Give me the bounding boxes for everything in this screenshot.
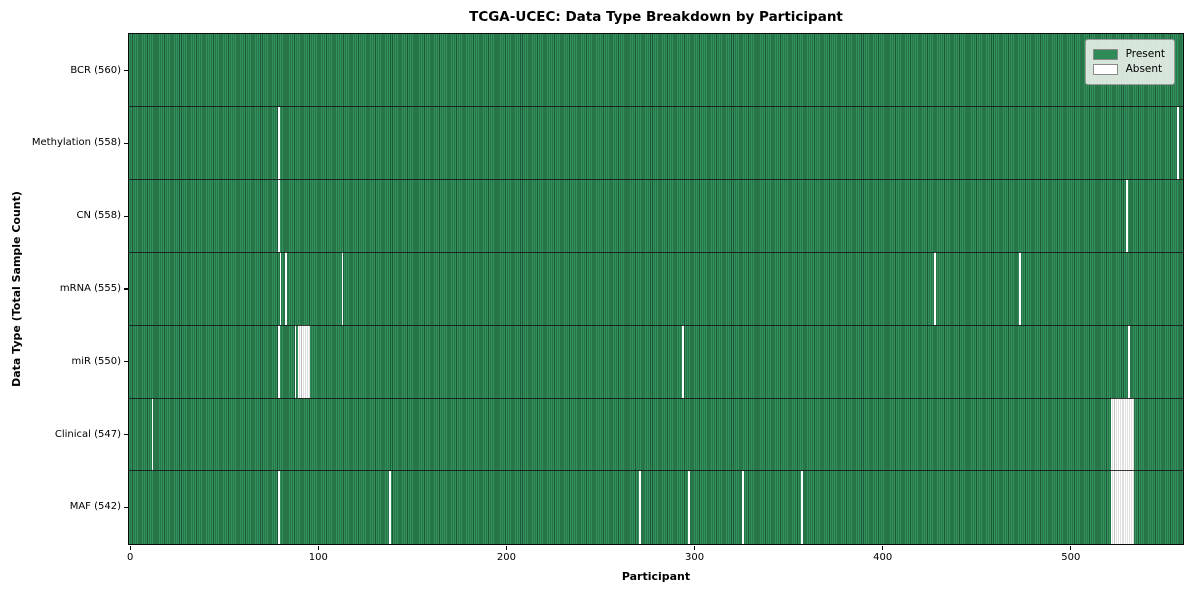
absent-gap <box>687 470 690 544</box>
x-tick-mark <box>505 546 507 550</box>
absent-gap <box>151 398 154 471</box>
x-tick-mark <box>693 546 696 550</box>
absent-gap <box>1126 179 1129 253</box>
y-tick-mark <box>123 506 128 508</box>
present-swatch <box>1092 49 1118 60</box>
legend-item-present: Present <box>1092 48 1165 61</box>
absent-swatch <box>1092 64 1118 75</box>
row-divider <box>129 470 1183 472</box>
y-tick-mark <box>123 434 128 436</box>
row-divider <box>129 397 1183 399</box>
absent-gap <box>277 106 280 180</box>
absent-gap <box>294 325 297 398</box>
x-tick-mark <box>317 546 319 550</box>
absent-gap <box>298 325 310 398</box>
x-tick-label: 500 <box>1061 552 1081 563</box>
absent-gap <box>277 179 280 253</box>
x-axis-title: Participant <box>621 570 691 583</box>
absent-gap <box>800 470 803 544</box>
heatmap-row-mrna <box>129 252 1183 326</box>
present-bars <box>129 34 1183 107</box>
y-tick-label: miR (550) <box>71 355 121 367</box>
y-tick-mark <box>123 361 128 363</box>
row-divider <box>129 324 1183 326</box>
absent-gap <box>934 252 937 326</box>
row-divider <box>129 179 1183 181</box>
y-tick-label: Clinical (547) <box>54 428 121 440</box>
y-tick-label: mRNA (555) <box>59 283 121 294</box>
y-tick-label: Methylation (558) <box>31 137 121 149</box>
absent-gap <box>1018 252 1021 326</box>
y-tick-label: CN (558) <box>76 210 121 222</box>
present-bars <box>129 325 1183 398</box>
absent-gap <box>1176 106 1179 180</box>
x-tick-label: 300 <box>685 552 705 563</box>
heatmap-row-clinical <box>129 398 1183 471</box>
heatmap-row-mir <box>129 325 1183 398</box>
y-tick-mark <box>123 288 128 290</box>
legend: Present Absent <box>1084 39 1175 85</box>
absent-gap <box>341 252 344 326</box>
y-tick-label: BCR (560) <box>70 64 121 76</box>
row-divider <box>129 106 1183 108</box>
heatmap-row-maf <box>129 470 1183 544</box>
x-tick-mark <box>1070 546 1072 550</box>
legend-item-absent: Absent <box>1092 63 1165 76</box>
present-bars <box>129 470 1183 544</box>
y-tick-label: MAF (542) <box>69 501 121 513</box>
present-bars <box>129 106 1183 180</box>
absent-gap <box>682 325 685 398</box>
row-divider <box>129 251 1183 253</box>
x-tick-label: 0 <box>126 552 134 563</box>
present-bars <box>129 179 1183 253</box>
present-bars <box>129 398 1183 471</box>
heatmap-row-cn <box>129 179 1183 253</box>
absent-gap <box>277 470 280 544</box>
x-tick-mark <box>129 546 131 550</box>
legend-label-present: Present <box>1125 48 1165 60</box>
legend-label-absent: Absent <box>1125 63 1163 75</box>
absent-gap <box>1111 470 1134 544</box>
absent-gap <box>388 470 391 544</box>
absent-gap <box>1111 398 1134 471</box>
heatmap-row-bcr <box>129 34 1183 107</box>
y-tick-mark <box>123 70 128 72</box>
absent-gap <box>1128 325 1130 398</box>
x-tick-mark <box>882 546 884 550</box>
absent-gap <box>277 325 280 398</box>
absent-gap <box>742 470 745 544</box>
y-tick-mark <box>123 215 128 217</box>
heatmap-plot-area: Present Absent <box>128 33 1184 545</box>
absent-gap <box>285 252 288 326</box>
absent-gap <box>279 252 282 326</box>
y-tick-mark <box>123 142 128 144</box>
absent-gap <box>638 470 641 544</box>
chart-title: TCGA-UCEC: Data Type Breakdown by Partic… <box>469 9 843 25</box>
x-tick-label: 400 <box>873 552 893 563</box>
heatmap-row-methylation <box>129 106 1183 180</box>
present-bars <box>129 252 1183 326</box>
x-tick-label: 100 <box>308 552 328 563</box>
x-tick-label: 200 <box>496 552 516 563</box>
